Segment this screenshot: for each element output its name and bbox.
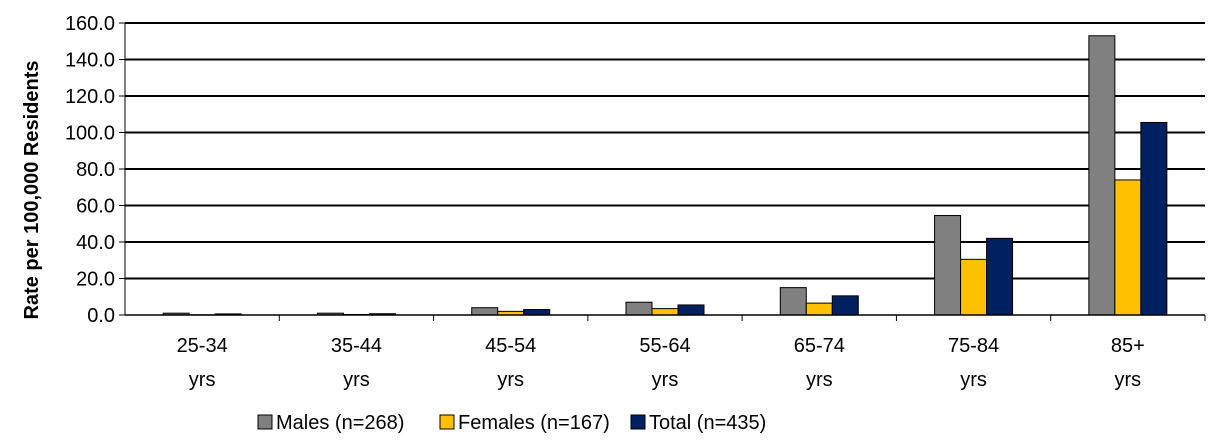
y-axis-ticks: 0.0 20.0 40.0 60.0 80.0 100.0 120.0 140.0 160.0 (65, 13, 125, 327)
x-tick-label: 25-34 (177, 335, 228, 357)
bar-females (805, 302, 833, 316)
x-tick-label: 55-64 (639, 335, 690, 357)
bar-total (523, 309, 551, 316)
y-tick-label: 60.0 (76, 196, 115, 218)
y-tick-label: 100.0 (65, 123, 115, 145)
x-tick-label: yrs (960, 369, 987, 391)
bar-males (471, 307, 499, 316)
legend-swatch (257, 414, 273, 430)
bar-males (934, 215, 962, 316)
bar-females (1114, 179, 1142, 316)
y-axis-label: Rate per 100,000 Residents (21, 60, 43, 319)
bar-total (677, 304, 705, 316)
legend-label: Females (n=167) (458, 412, 610, 434)
legend-males: Males (n=268) (257, 412, 404, 434)
bar-females (960, 258, 988, 316)
x-tick-label: yrs (806, 369, 833, 391)
gridlines (125, 22, 1205, 280)
legend: Males (n=268) Females (n=167) Total (n=435… (257, 412, 766, 434)
bar-total (831, 295, 859, 316)
y-tick-label: 40.0 (76, 232, 115, 254)
bar-males (625, 301, 653, 316)
bar-males (1088, 35, 1116, 316)
bar-males (779, 287, 807, 316)
x-tick-label: yrs (189, 369, 216, 391)
legend-label: Total (n=435) (649, 412, 766, 434)
bars (162, 35, 1168, 316)
x-tick-label: yrs (343, 369, 370, 391)
x-tick-label: yrs (1115, 369, 1142, 391)
x-tick-label: 75-84 (948, 335, 999, 357)
legend-swatch (439, 414, 455, 430)
x-tick-label: 65-74 (794, 335, 845, 357)
legend-total: Total (n=435) (630, 412, 766, 434)
x-tick-label: 35-44 (331, 335, 382, 357)
x-tick-label: yrs (652, 369, 679, 391)
bar-females (651, 308, 679, 316)
y-tick-label: 120.0 (65, 86, 115, 108)
x-tick-label: 45-54 (485, 335, 536, 357)
y-tick-label: 140.0 (65, 50, 115, 72)
x-axis-ticks: 25-34 yrs 35-44 yrs 45-54 yrs 55-64 yrs 65-74 yrs… (177, 315, 1206, 391)
x-tick-label: 85+ (1111, 335, 1145, 357)
bar-total (986, 237, 1014, 316)
legend-label: Males (n=268) (276, 412, 404, 434)
legend-swatch (630, 414, 646, 430)
y-tick-label: 80.0 (76, 159, 115, 181)
y-tick-label: 0.0 (87, 305, 115, 327)
bar-total (1140, 121, 1168, 316)
y-tick-label: 20.0 (76, 269, 115, 291)
y-tick-label: 160.0 (65, 13, 115, 35)
x-tick-label: yrs (497, 369, 524, 391)
legend-females: Females (n=167) (439, 412, 610, 434)
